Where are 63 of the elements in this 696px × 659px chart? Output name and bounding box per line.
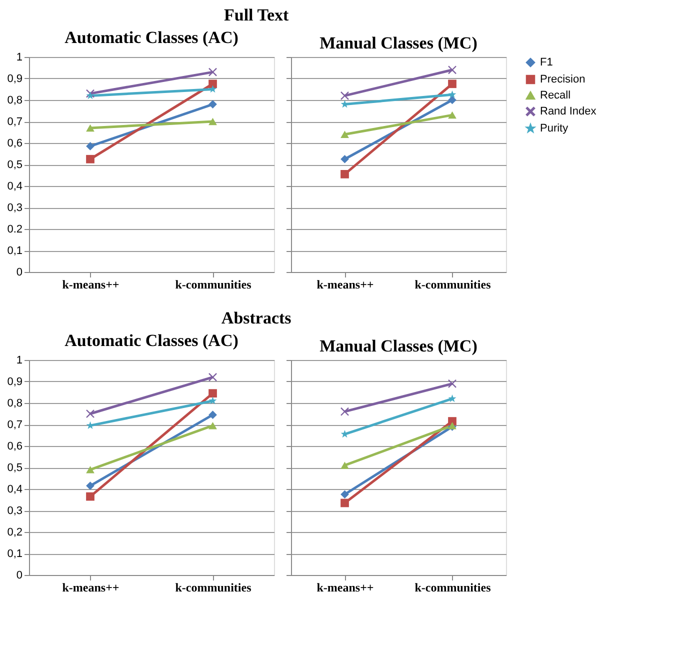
x-tick-label: k-communities bbox=[414, 278, 492, 292]
y-tick-label: 0,6 bbox=[7, 440, 22, 452]
x-tick-label: k-means++ bbox=[316, 278, 374, 292]
x-tick-label: k-means++ bbox=[62, 580, 120, 594]
point bbox=[208, 68, 217, 76]
y-tick-label: 0,3 bbox=[7, 202, 22, 214]
point bbox=[208, 100, 217, 108]
x-tick-label: k-communities bbox=[414, 580, 492, 594]
point bbox=[86, 410, 94, 418]
y-tick-label: 0,1 bbox=[7, 548, 22, 560]
y-tick-label: 0,3 bbox=[7, 505, 22, 517]
y-tick-label: 0,6 bbox=[7, 138, 22, 150]
point bbox=[448, 96, 456, 104]
y-tick-label: 0,7 bbox=[7, 419, 22, 431]
point bbox=[208, 410, 217, 420]
chart-title: Automatic Classes (AC) bbox=[64, 331, 238, 350]
chart-title: Manual Classes (MC) bbox=[320, 34, 478, 52]
y-tick-label: 0,4 bbox=[7, 180, 22, 192]
point bbox=[208, 389, 217, 398]
point bbox=[208, 80, 217, 88]
point bbox=[340, 100, 349, 108]
text: Abstracts bbox=[221, 308, 292, 328]
y-tick-label: 0,8 bbox=[7, 94, 22, 106]
legend-label: Rand Index bbox=[540, 106, 597, 118]
legend-label: Purity bbox=[540, 122, 569, 134]
x-tick-label: k-means++ bbox=[316, 580, 374, 594]
point bbox=[448, 90, 456, 98]
legend-label: Recall bbox=[540, 90, 571, 102]
text: Full Text bbox=[224, 6, 290, 24]
y-tick-label: 0,8 bbox=[7, 398, 22, 410]
y-tick-label: 0,2 bbox=[7, 526, 22, 538]
point bbox=[340, 490, 349, 499]
y-tick-label: 0,9 bbox=[7, 376, 22, 388]
point bbox=[448, 80, 456, 88]
y-tick-label: 0,1 bbox=[7, 245, 22, 257]
point bbox=[340, 170, 349, 178]
y-tick-label: 0 bbox=[16, 570, 22, 582]
y-tick-label: 1 bbox=[16, 354, 22, 366]
y-tick-label: 0.2 bbox=[7, 224, 22, 236]
point bbox=[86, 492, 94, 501]
legend-label: Precision bbox=[540, 74, 586, 86]
point bbox=[86, 142, 94, 150]
point bbox=[208, 396, 217, 404]
point bbox=[86, 482, 94, 490]
y-tick-label: 0,9 bbox=[7, 73, 22, 85]
legend-label: F1 bbox=[540, 56, 553, 68]
point bbox=[448, 394, 456, 402]
x-tick-label: k-communities bbox=[175, 278, 252, 292]
y-tick-label: 1 bbox=[16, 52, 22, 64]
point bbox=[86, 154, 94, 164]
x-tick-label: k-means++ bbox=[62, 278, 120, 292]
x-tick-label: k-communities bbox=[175, 580, 252, 594]
y-tick-label: 0,4 bbox=[7, 484, 22, 496]
chart-title: Manual Classes (MC) bbox=[320, 336, 478, 356]
y-tick-label: 0,5 bbox=[7, 462, 22, 474]
point bbox=[340, 154, 349, 164]
y-tick-label: 0,7 bbox=[7, 116, 22, 128]
point bbox=[208, 85, 217, 93]
point bbox=[86, 92, 94, 100]
point bbox=[340, 498, 349, 508]
chart-title: Automatic Classes (AC) bbox=[64, 28, 238, 47]
y-tick-label: 0 bbox=[16, 266, 22, 278]
y-tick-label: 0,5 bbox=[7, 159, 22, 171]
